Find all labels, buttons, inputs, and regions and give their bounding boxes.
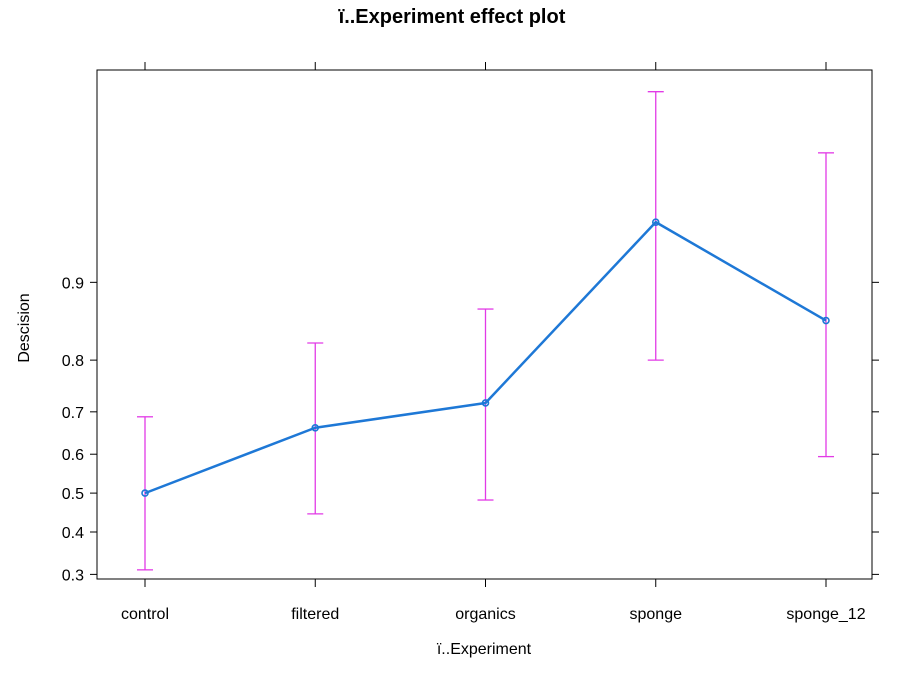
- y-tick-label: 0.7: [62, 405, 84, 422]
- error-bar: [477, 308, 494, 501]
- y-tick-label: 0.5: [62, 486, 84, 503]
- error-bars: [137, 91, 834, 571]
- effect-line: [144, 220, 827, 495]
- x-tick-label: sponge: [630, 606, 683, 623]
- data-points: [141, 218, 830, 497]
- x-tick-label: filtered: [291, 606, 339, 623]
- y-axis-label: Descision: [16, 293, 33, 362]
- error-bar: [137, 416, 153, 571]
- data-point: [311, 423, 320, 432]
- y-tick-label: 0.6: [62, 447, 84, 464]
- plot-frame: [96, 69, 873, 580]
- data-point: [822, 316, 830, 325]
- y-tick-label: 0.4: [62, 525, 84, 542]
- data-point: [651, 218, 660, 226]
- y-axis-ticks: 0.3 0.4 0.5 0.6 0.7 0.8 0.9: [62, 275, 879, 584]
- y-tick-label: 0.3: [62, 567, 84, 584]
- data-point: [481, 399, 490, 407]
- y-tick-label: 0.9: [62, 275, 84, 292]
- x-tick-label: sponge_12: [786, 606, 865, 623]
- x-tick-label: organics: [455, 606, 515, 623]
- y-tick-label: 0.8: [62, 353, 84, 370]
- x-axis-ticks: control filtered organics sponge sponge_12: [121, 62, 866, 623]
- chart-title: ï..Experiment effect plot: [338, 6, 566, 28]
- x-axis-label: ï..Experiment: [437, 641, 532, 658]
- x-tick-label: control: [121, 606, 169, 623]
- data-point: [141, 489, 149, 497]
- error-bar: [818, 152, 834, 458]
